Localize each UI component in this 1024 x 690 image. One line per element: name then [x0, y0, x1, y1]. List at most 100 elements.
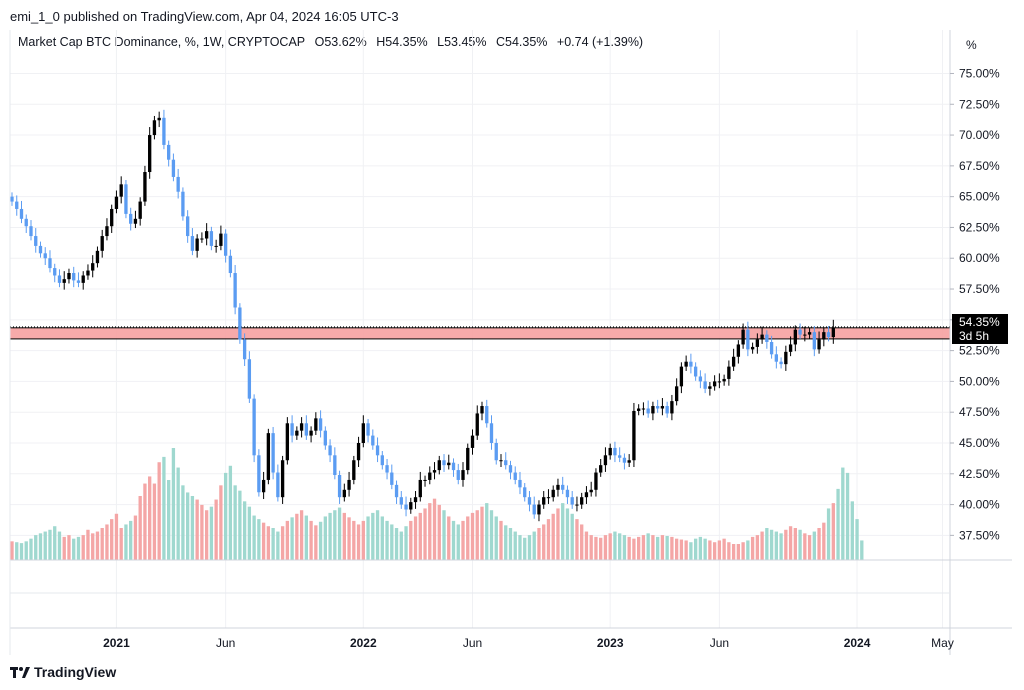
- volume-bar: [57, 531, 62, 560]
- candle-body: [788, 344, 793, 352]
- volume-bar: [91, 533, 95, 560]
- volume-bar: [860, 540, 864, 560]
- candle-body: [793, 329, 797, 345]
- volume-bar: [176, 467, 180, 560]
- volume-bar: [219, 485, 223, 560]
- candle-body: [394, 484, 399, 498]
- price-axis-unit[interactable]: %: [966, 38, 977, 52]
- last-price-badge: 54.35% 3d 5h: [952, 314, 1008, 344]
- candle-body: [632, 410, 636, 461]
- candle-body: [10, 196, 14, 202]
- candle-body: [129, 213, 133, 224]
- candle-body: [499, 460, 503, 462]
- candle-body: [413, 497, 418, 503]
- volume-bar: [442, 510, 446, 560]
- volume-bar: [674, 538, 679, 560]
- volume-bar: [29, 538, 33, 560]
- candle-body: [91, 263, 95, 271]
- candle-body: [523, 487, 527, 498]
- candle-body: [200, 238, 204, 240]
- volume-bar: [518, 535, 522, 560]
- volume-bar: [670, 536, 674, 560]
- volume-bar: [570, 513, 574, 560]
- candle-body: [252, 398, 256, 456]
- volume-bar: [129, 520, 133, 560]
- candle-body: [171, 159, 176, 177]
- candle-body: [138, 201, 142, 219]
- volume-bar: [238, 490, 242, 560]
- volume-bar: [133, 515, 138, 560]
- candle-body: [589, 489, 593, 493]
- candle-body: [67, 273, 71, 280]
- candle-body: [15, 201, 19, 209]
- volume-bar: [508, 528, 513, 560]
- volume-bar: [337, 507, 342, 560]
- volume-bar: [831, 503, 835, 560]
- candle-body: [703, 381, 707, 389]
- candle-body: [57, 275, 62, 283]
- candle-body: [247, 359, 252, 399]
- volume-bar: [855, 519, 859, 560]
- volume-bar: [252, 515, 256, 560]
- candle-body: [731, 356, 736, 367]
- candle-body: [223, 233, 228, 256]
- volume-bar: [76, 536, 81, 560]
- volume-bar: [537, 528, 541, 560]
- volume-bar: [423, 508, 427, 560]
- candle-body: [551, 489, 555, 498]
- candle-body: [318, 418, 323, 431]
- volume-bar: [328, 512, 332, 560]
- candle-body: [81, 275, 85, 283]
- volume-bar: [532, 531, 536, 560]
- volume-bar: [637, 536, 641, 560]
- candle-body: [176, 176, 180, 192]
- candle-body: [276, 472, 280, 498]
- open-value: O53.62%: [314, 35, 367, 49]
- volume-bar: [181, 485, 185, 560]
- candle-body: [62, 279, 66, 283]
- candle-body: [494, 442, 498, 461]
- volume-bar: [380, 516, 384, 560]
- candle-body: [769, 341, 774, 355]
- volume-bar: [95, 531, 100, 560]
- candle-body: [148, 135, 152, 173]
- volume-bar: [86, 529, 90, 560]
- volume-bar: [394, 528, 399, 560]
- volume-bar: [204, 510, 209, 560]
- volume-bar: [157, 462, 161, 560]
- volume-bar: [247, 506, 252, 560]
- candle-body: [309, 430, 313, 436]
- volume-bar: [480, 506, 484, 560]
- brand-name: TradingView: [34, 664, 117, 680]
- candle-body: [266, 433, 271, 480]
- y-tick-label: 40.00%: [959, 498, 1000, 512]
- volume-bar: [613, 531, 617, 560]
- volume-bar: [10, 541, 14, 560]
- x-tick-label: 2021: [103, 636, 130, 650]
- candle-body: [157, 117, 161, 121]
- candle-body: [124, 184, 128, 214]
- candle-body: [48, 258, 52, 269]
- candle-body: [233, 273, 237, 308]
- y-tick-label: 72.50%: [959, 97, 1000, 111]
- candle-body: [637, 408, 641, 411]
- candle-body: [727, 366, 731, 379]
- candle-body: [504, 460, 508, 466]
- volume-bar: [504, 525, 508, 560]
- y-tick-label: 62.50%: [959, 220, 1000, 234]
- y-tick-label: 70.00%: [959, 128, 1000, 142]
- candle-body: [779, 361, 783, 365]
- volume-bar: [660, 535, 665, 560]
- volume-bar: [167, 480, 171, 560]
- x-tick-label: 2024: [844, 636, 871, 650]
- volume-bar: [494, 516, 498, 560]
- candle-body: [34, 236, 38, 246]
- volume-bar: [304, 515, 309, 560]
- candle-body: [76, 280, 81, 283]
- volume-bar: [195, 499, 199, 560]
- symbol-name[interactable]: Market Cap BTC Dominance, %, 1W, CRYPTOC…: [18, 35, 306, 49]
- tradingview-logo[interactable]: TradingView: [10, 664, 116, 680]
- candle-body: [613, 447, 617, 456]
- volume-bar: [798, 529, 802, 560]
